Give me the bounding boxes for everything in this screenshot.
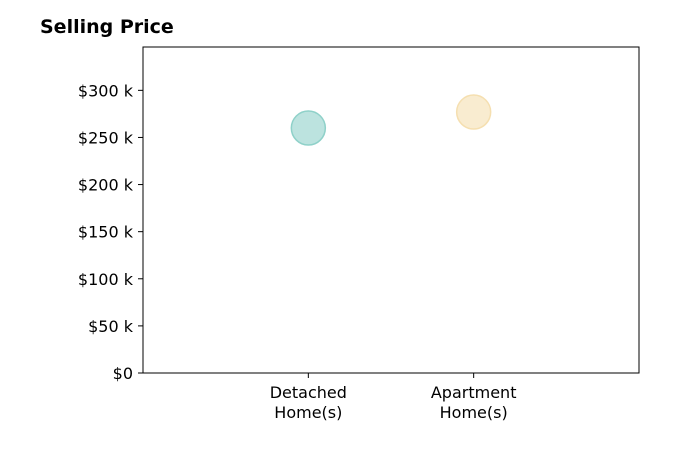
y-tick-label: $300 k: [78, 81, 134, 100]
y-tick-label: $150 k: [78, 223, 134, 242]
plot-frame: [142, 46, 640, 374]
y-tick-label: $0: [113, 364, 133, 383]
x-tick-label-line: Detached: [270, 383, 347, 402]
y-tick-label: $250 k: [78, 128, 134, 147]
x-tick-label-line: Home(s): [274, 403, 342, 422]
x-tick-label-line: Apartment: [431, 383, 517, 402]
x-axis: Detached Home(s)Apartment Home(s): [270, 373, 517, 422]
y-tick-label: $50 k: [88, 317, 134, 336]
data-point: [290, 110, 327, 146]
y-tick-label: $200 k: [78, 176, 134, 195]
y-axis: $0 $50 k $100 k $150 k $200 k $250 k $300 k: [78, 81, 143, 383]
chart-title: Selling Price: [40, 16, 174, 38]
x-tick-label: Apartment Home(s): [431, 383, 517, 422]
data-point: [455, 94, 492, 130]
x-tick-label-line: Home(s): [440, 403, 508, 422]
x-tick-label: Detached Home(s): [270, 383, 347, 422]
y-tick-label: $100 k: [78, 270, 134, 289]
data-marks: [290, 94, 492, 146]
